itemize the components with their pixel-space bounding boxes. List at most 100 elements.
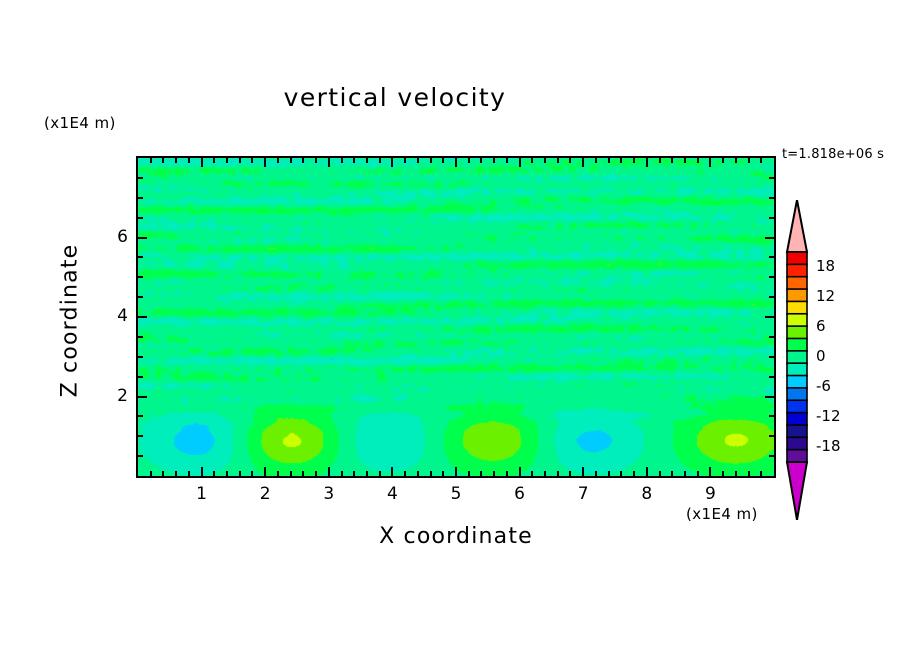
x-axis-top-tick [760,158,763,163]
colorbar-tick-label: 0 [816,347,826,365]
page-title: vertical velocity [283,83,507,112]
x-axis-minor-tick [531,471,534,476]
x-axis-top-tick [493,158,496,163]
x-axis-tick-label: 7 [577,484,589,504]
y-axis-minor-tick [138,176,143,179]
colorbar-tick-label: -12 [816,407,841,425]
y-axis-right-tick [765,395,774,398]
x-axis-top-tick [734,158,737,163]
y-axis-right-tick [769,176,774,179]
x-axis-top-tick [416,158,419,163]
x-axis-minor-tick [683,471,686,476]
x-axis-top-tick [289,158,292,163]
colorbar-over-cap [785,200,809,253]
colorbar-tick-label: 18 [816,257,836,275]
x-axis-minor-tick [734,471,737,476]
y-axis-right-tick [769,335,774,338]
x-axis-minor-tick [315,471,318,476]
x-axis-top-tick [187,158,190,163]
x-axis-minor-tick [162,471,165,476]
y-axis-right-tick [769,256,774,259]
x-axis-top-tick [149,158,152,163]
y-axis-minor-tick [138,415,143,418]
colorbar-band [786,399,808,414]
x-axis-top-tick [251,158,254,163]
x-axis-minor-tick [416,471,419,476]
x-axis-tick-label: 1 [196,484,207,504]
x-axis-major-tick [582,467,585,476]
colorbar-band [786,424,808,439]
x-axis-tick-label: 6 [514,484,525,504]
x-axis-minor-tick [493,471,496,476]
y-axis-right-tick [769,415,774,418]
x-axis-minor-tick [302,471,305,476]
x-axis-minor-tick [594,471,597,476]
x-axis-top-tick [518,158,521,167]
y-axis-major-tick [138,395,147,398]
colorbar-band [786,312,808,328]
x-axis-top-tick [633,158,636,163]
x-axis-top-tick [722,158,725,163]
x-axis-top-tick [607,158,610,163]
x-axis-minor-tick [276,471,279,476]
x-axis-top-tick [213,158,216,163]
colorbar-tick-label: -6 [816,377,831,395]
colorbar-svg [785,200,809,520]
x-axis-top-tick [238,158,241,163]
colorbar-band [786,275,808,291]
x-axis-top-tick [467,158,470,163]
x-axis-unit-label: (x1E4 m) [686,505,758,523]
x-axis-minor-tick [378,471,381,476]
x-axis-top-tick [709,158,712,167]
y-axis-tick-label: 6 [117,226,128,247]
y-axis-minor-tick [138,455,143,458]
y-axis-right-tick [769,296,774,299]
x-axis-minor-tick [340,471,343,476]
x-axis-minor-tick [226,471,229,476]
y-axis-minor-tick [138,216,143,219]
x-axis-top-tick [327,158,330,167]
colorbar-band [786,387,808,402]
x-axis-title: X coordinate [379,524,533,549]
x-axis-top-tick [696,158,699,163]
x-axis-top-tick [620,158,623,163]
x-axis-top-tick [429,158,432,163]
x-axis-minor-tick [149,471,152,476]
y-axis-tick-label: 4 [117,306,128,326]
x-axis-top-tick [353,158,356,163]
x-axis-top-tick [340,158,343,163]
x-axis-top-tick [442,158,445,163]
x-axis-tick-label: 8 [641,484,653,504]
y-axis-right-tick [769,196,774,199]
x-axis-top-tick [594,158,597,163]
x-axis-minor-tick [175,471,178,476]
y-axis-right-tick [769,355,774,358]
x-axis-tick-label: 9 [704,484,716,504]
x-axis-minor-tick [251,471,254,476]
x-axis-minor-tick [569,471,572,476]
x-axis-major-tick [264,467,267,476]
y-axis-right-tick [769,276,774,279]
colorbar-tick-label: 12 [816,287,836,305]
x-axis-top-tick [404,158,407,163]
contour-plot-area [136,156,776,478]
x-axis-minor-tick [671,471,674,476]
x-axis-top-tick [505,158,508,163]
x-axis-minor-tick [696,471,699,476]
x-axis-major-tick [455,467,457,476]
x-axis-minor-tick [442,471,445,476]
colorbar-band [786,288,808,303]
x-axis-minor-tick [607,471,610,476]
x-axis-major-tick [200,467,203,476]
y-axis-right-tick [769,435,774,438]
x-axis-top-tick [162,158,165,163]
y-axis-minor-tick [138,375,143,378]
y-axis-minor-tick [138,276,143,279]
x-axis-major-tick [518,467,521,476]
colorbar-tick-label: -18 [816,437,841,455]
x-axis-minor-tick [620,471,623,476]
x-axis-minor-tick [544,471,547,476]
colorbar-band [786,362,808,377]
colorbar-band [786,325,808,340]
x-axis-top-tick [378,158,381,163]
